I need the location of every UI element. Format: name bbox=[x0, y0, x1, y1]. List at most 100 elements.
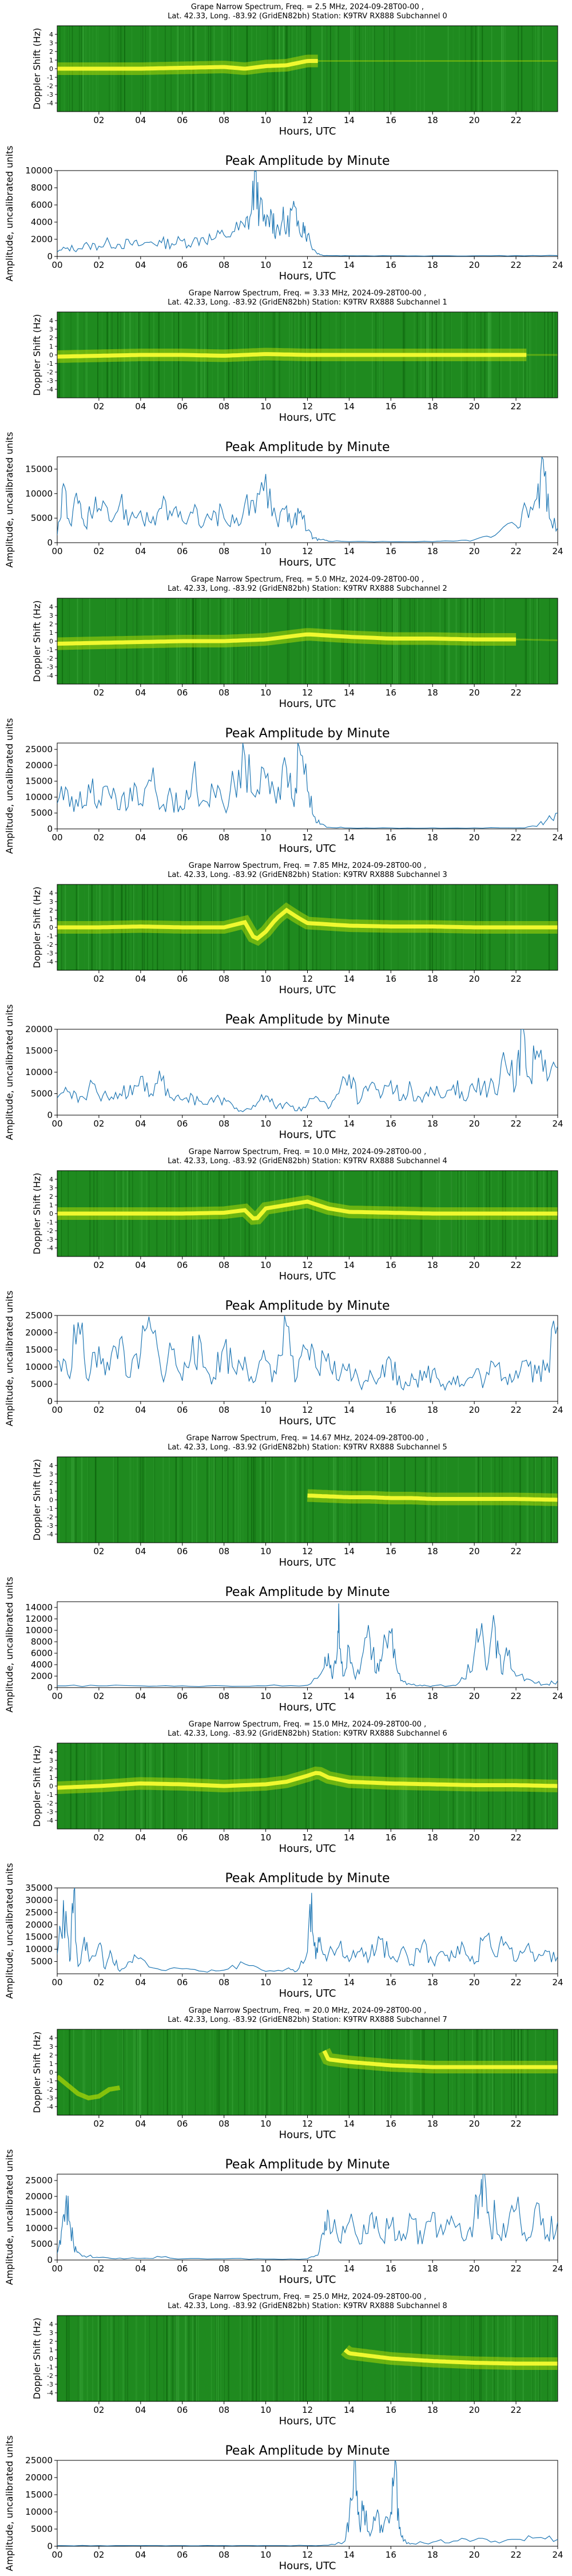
amplitude-xtick-label: 02 bbox=[93, 1691, 104, 1701]
amplitude-xtick-label: 04 bbox=[135, 1405, 146, 1415]
spectrogram-noise-streak bbox=[335, 884, 336, 970]
spectrogram-noise-streak bbox=[484, 2029, 486, 2115]
spectrogram-noise-streak bbox=[527, 2029, 529, 2115]
spectrogram-ytick-label: -3 bbox=[47, 377, 53, 385]
spectrogram-noise-streak bbox=[464, 26, 466, 112]
spectrogram-noise-streak bbox=[524, 2029, 526, 2115]
amplitude-xtick-label: 06 bbox=[177, 2550, 188, 2560]
spectrogram-noise-streak bbox=[272, 26, 273, 112]
spectrogram-noise-streak bbox=[401, 1743, 402, 1829]
spectrogram-noise-streak bbox=[494, 2316, 495, 2401]
spectrogram-ytick-label: 2 bbox=[49, 2052, 53, 2059]
spectrogram-noise-streak bbox=[168, 2316, 170, 2401]
amplitude-series-line bbox=[57, 457, 558, 543]
spectrogram-noise-streak bbox=[140, 1457, 141, 1543]
spectrogram-ytick-label: 2 bbox=[49, 334, 53, 342]
spectrogram-panel-8: Grape Narrow Spectrum, Freq. = 25.0 MHz,… bbox=[31, 2293, 558, 2427]
spectrogram-noise-streak bbox=[374, 26, 375, 112]
spectrogram-noise-streak bbox=[339, 2029, 341, 2115]
spectrogram-noise-streak bbox=[133, 1457, 134, 1543]
spectrogram-noise-streak bbox=[470, 26, 472, 112]
spectrogram-ytick-label: -1 bbox=[47, 1219, 53, 1226]
amplitude-xtick-label: 24 bbox=[552, 1977, 563, 1988]
spectrogram-xtick-label: 16 bbox=[386, 688, 396, 698]
spectrogram-noise-streak bbox=[163, 2029, 164, 2115]
spectrogram-noise-streak bbox=[288, 598, 289, 684]
spectrogram-noise-streak bbox=[308, 1743, 309, 1829]
spectrogram-noise-streak bbox=[510, 2316, 511, 2401]
amplitude-xtick-label: 16 bbox=[386, 1977, 396, 1988]
amplitude-ytick-label: 20000 bbox=[25, 2191, 53, 2202]
spectrogram-noise-streak bbox=[362, 2029, 363, 2115]
amplitude-xtick-label: 24 bbox=[552, 1405, 563, 1415]
spectrogram-ytick-label: 1 bbox=[49, 2060, 53, 2068]
spectrogram-noise-streak bbox=[248, 2029, 250, 2115]
spectrogram-noise-streak bbox=[362, 1743, 364, 1829]
spectrogram-xtick-label: 02 bbox=[93, 1832, 104, 1843]
amplitude-xtick-label: 06 bbox=[177, 1405, 188, 1415]
spectrogram-noise-streak bbox=[308, 1457, 309, 1543]
spectrogram-noise-streak bbox=[472, 26, 474, 112]
spectrogram-noise-streak bbox=[252, 2316, 253, 2401]
amplitude-ytick-label: 0 bbox=[47, 251, 53, 262]
spectrogram-noise-streak bbox=[459, 2316, 460, 2401]
spectrogram-noise-streak bbox=[357, 2316, 358, 2401]
spectrogram-xtick-label: 04 bbox=[135, 2119, 146, 2129]
spectrogram-ytick-label: 0 bbox=[49, 1496, 53, 1504]
spectrogram-noise-streak bbox=[557, 598, 558, 684]
spectrogram-noise-streak bbox=[399, 598, 401, 684]
spectrogram-ytick-label: -3 bbox=[47, 1522, 53, 1530]
spectrogram-noise-streak bbox=[244, 2029, 245, 2115]
spectrogram-noise-streak bbox=[292, 26, 293, 112]
spectrogram-xtick-label: 02 bbox=[93, 2405, 104, 2415]
spectrogram-noise-streak bbox=[86, 2316, 89, 2401]
spectrogram-noise-streak bbox=[299, 884, 300, 970]
spectrogram-noise-streak bbox=[327, 2316, 329, 2401]
spectrogram-noise-streak bbox=[361, 598, 362, 684]
spectrogram-xtick-label: 20 bbox=[469, 2119, 480, 2129]
spectrogram-noise-streak bbox=[81, 1457, 83, 1543]
amplitude-xtick-label: 14 bbox=[344, 546, 355, 556]
spectrogram-noise-streak bbox=[368, 1743, 370, 1829]
spectrogram-noise-streak bbox=[456, 2029, 457, 2115]
spectrogram-noise-streak bbox=[313, 2316, 315, 2401]
spectrogram-ytick-label: -1 bbox=[47, 1791, 53, 1799]
spectrogram-noise-streak bbox=[137, 1457, 138, 1543]
amplitude-frame bbox=[57, 1601, 558, 1688]
spectrogram-ytick-label: -2 bbox=[47, 1227, 53, 1235]
spectrogram-noise-streak bbox=[328, 1457, 329, 1543]
spectrogram-ytick-label: 3 bbox=[49, 612, 53, 619]
spectrogram-noise-streak bbox=[127, 2316, 129, 2401]
spectrogram-panel-1: Grape Narrow Spectrum, Freq. = 3.33 MHz,… bbox=[31, 289, 558, 424]
spectrogram-noise-streak bbox=[325, 26, 327, 112]
spectrogram-ytick-label: 4 bbox=[49, 2321, 53, 2328]
amplitude-ytick-label: 15000 bbox=[25, 2207, 53, 2218]
spectrogram-band bbox=[57, 632, 517, 646]
spectrogram-noise-streak bbox=[173, 2316, 174, 2401]
spectrogram-subtitle: Lat. 42.33, Long. -83.92 (GridEN82bh) St… bbox=[168, 584, 447, 593]
spectrogram-ytick-label: 0 bbox=[49, 1210, 53, 1218]
spectrogram-noise-streak bbox=[492, 2029, 494, 2115]
spectrogram-noise-streak bbox=[243, 1457, 244, 1543]
spectrogram-xtick-label: 18 bbox=[427, 115, 438, 125]
amplitude-xtick-label: 04 bbox=[135, 546, 146, 556]
amplitude-xtick-label: 20 bbox=[469, 260, 480, 270]
spectrogram-noise-streak bbox=[277, 26, 278, 112]
spectrogram-ytick-label: -3 bbox=[47, 1236, 53, 1243]
spectrogram-noise-streak bbox=[103, 2029, 104, 2115]
spectrogram-noise-streak bbox=[479, 2316, 480, 2401]
spectrogram-noise-streak bbox=[149, 2316, 150, 2401]
spectrogram-noise-streak bbox=[305, 598, 307, 684]
spectrogram-xtick-label: 16 bbox=[386, 401, 396, 412]
spectrogram-noise-streak bbox=[315, 1171, 316, 1257]
spectrogram-noise-streak bbox=[355, 1743, 356, 1829]
spectrogram-noise-streak bbox=[122, 2316, 124, 2401]
amplitude-ytick-label: 5000 bbox=[31, 1089, 53, 1099]
amplitude-xtick-label: 08 bbox=[219, 1977, 229, 1988]
spectrogram-noise-streak bbox=[547, 312, 549, 398]
spectrogram-xtick-label: 04 bbox=[135, 401, 146, 412]
spectrogram-ytick-label: -1 bbox=[47, 933, 53, 940]
spectrogram-ytick-label: 2 bbox=[49, 1479, 53, 1487]
amplitude-ytick-label: 10000 bbox=[25, 1944, 53, 1954]
amplitude-series-line bbox=[57, 2460, 558, 2546]
